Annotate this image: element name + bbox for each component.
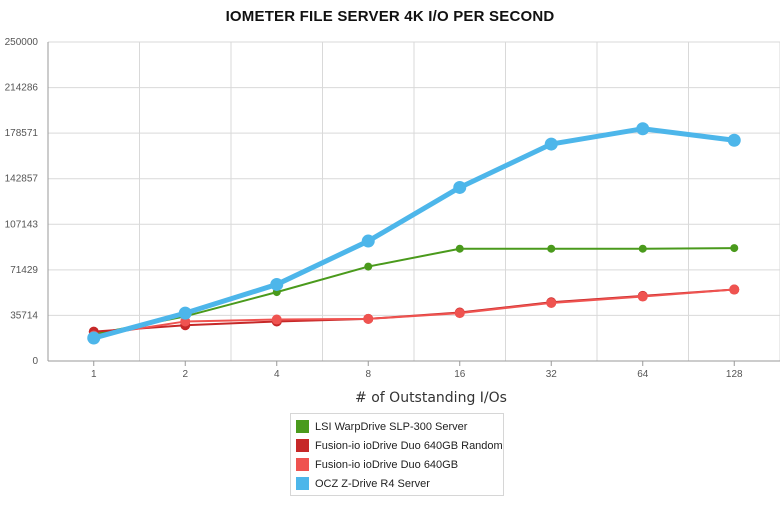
series-lines <box>87 122 741 345</box>
x-tick-label: 64 <box>637 369 649 380</box>
y-tick-label: 107143 <box>5 219 39 230</box>
series-line <box>91 126 737 341</box>
chart-legend: LSI WarpDrive SLP-300 Server Fusion-io io… <box>290 413 504 496</box>
data-point <box>361 234 375 248</box>
x-tick-label: 1 <box>91 369 97 380</box>
legend-label: Fusion-io ioDrive Duo 640GB Random <box>315 439 503 452</box>
x-tick-label: 16 <box>454 369 466 380</box>
data-point <box>546 297 557 308</box>
data-point <box>455 244 464 253</box>
x-tick-label: 2 <box>182 369 188 380</box>
y-tick-label: 142857 <box>5 174 39 185</box>
y-tick-label: 35714 <box>10 310 38 321</box>
data-point <box>87 331 101 345</box>
axes <box>47 42 780 366</box>
data-point <box>547 244 556 253</box>
x-tick-label: 4 <box>274 369 280 380</box>
x-tick-label: 8 <box>365 369 371 380</box>
legend-swatch <box>296 439 309 452</box>
y-tick-label: 214286 <box>5 83 39 94</box>
legend-label: Fusion-io ioDrive Duo 640GB <box>315 458 459 471</box>
y-tick-label: 250000 <box>5 37 39 48</box>
series-4 <box>87 122 741 345</box>
data-point <box>729 284 740 295</box>
legend-swatch <box>296 420 309 433</box>
series-line <box>92 247 736 336</box>
data-point <box>638 244 647 253</box>
data-point <box>271 314 282 325</box>
legend-label: LSI WarpDrive SLP-300 Server <box>315 420 468 433</box>
data-point <box>270 277 284 291</box>
tick-labels: 0 35714 71429 107143 142857 178571 214286 25000… <box>5 37 743 380</box>
legend-swatch <box>296 477 309 490</box>
data-point <box>636 122 650 136</box>
legend-item: Fusion-io ioDrive Duo 640GB <box>296 455 498 474</box>
data-point <box>363 313 374 324</box>
legend-swatch <box>296 458 309 471</box>
data-point <box>730 244 739 253</box>
data-point <box>727 133 741 147</box>
data-point <box>453 180 467 194</box>
x-tick-label: 32 <box>546 369 558 380</box>
series-3 <box>88 284 740 341</box>
data-point <box>364 262 373 271</box>
chart-title: IOMETER FILE SERVER 4K I/O PER SECOND <box>225 8 555 25</box>
legend-item: Fusion-io ioDrive Duo 640GB Random <box>296 436 503 455</box>
legend-item: OCZ Z-Drive R4 Server <box>296 474 498 493</box>
y-tick-label: 178571 <box>5 128 39 139</box>
legend-label: OCZ Z-Drive R4 Server <box>315 477 430 490</box>
data-point <box>544 137 558 151</box>
x-axis-label: # of Outstanding I/Os <box>355 390 507 406</box>
legend-item: LSI WarpDrive SLP-300 Server <box>296 417 498 436</box>
y-tick-label: 0 <box>32 356 38 367</box>
series-line <box>92 288 736 337</box>
data-point <box>454 308 465 319</box>
x-tick-label: 128 <box>726 369 743 380</box>
data-point <box>178 306 192 320</box>
y-tick-label: 71429 <box>10 265 38 276</box>
data-point <box>637 291 648 302</box>
grid-lines <box>47 41 780 361</box>
